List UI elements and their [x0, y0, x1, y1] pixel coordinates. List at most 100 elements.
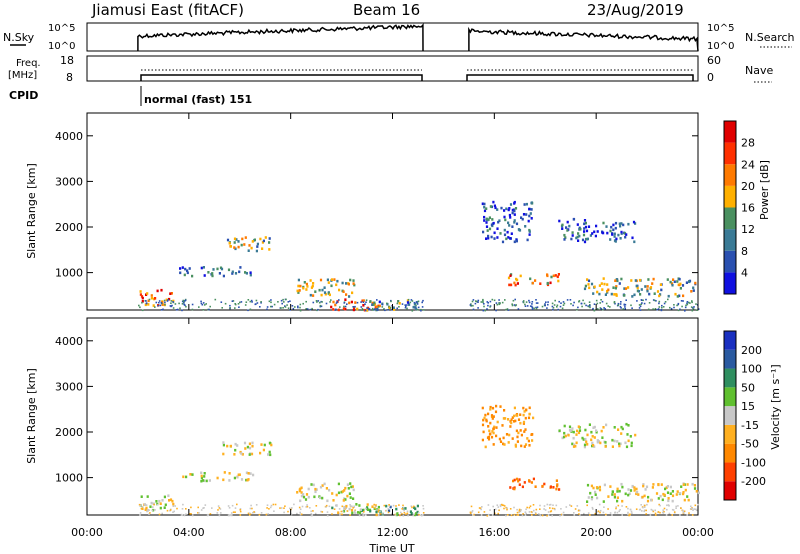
scatter-cell-8	[585, 229, 589, 233]
scatter-cell-2	[237, 245, 240, 249]
ground-speckle	[535, 513, 537, 515]
scatter-cell-8	[600, 429, 603, 433]
scatter-cell-5	[414, 306, 417, 309]
ground-speckle	[365, 299, 368, 301]
ground-speckle	[517, 514, 519, 516]
ground-speckle	[483, 303, 485, 305]
scatter-cell-6	[523, 445, 526, 448]
ground-speckle	[677, 505, 679, 507]
ground-speckle	[486, 301, 489, 303]
scatter-cell-9	[598, 292, 601, 296]
ground-speckle	[600, 308, 602, 310]
ground-speckle	[501, 301, 504, 304]
scatter-cell-9	[693, 487, 697, 490]
ground-speckle	[479, 507, 482, 509]
ground-speckle	[491, 298, 494, 301]
ground-speckle	[559, 305, 562, 308]
ground-speckle	[157, 304, 159, 307]
scatter-cell-3	[324, 292, 327, 296]
scatter-cell-6	[507, 441, 510, 444]
ground-speckle	[691, 307, 694, 309]
scatter-cell-2	[226, 238, 230, 242]
ground-speckle	[482, 298, 484, 301]
ground-speckle	[325, 302, 328, 305]
ground-speckle	[615, 506, 617, 508]
ground-speckle	[395, 505, 397, 507]
scatter-cell-3	[318, 288, 321, 292]
scatter-cell-4	[348, 507, 351, 511]
ground-speckle	[646, 503, 648, 506]
scatter-cell-6	[490, 223, 493, 227]
scatter-cell-3	[312, 483, 315, 487]
scatter-cell-6	[511, 208, 514, 212]
scatter-cell-8	[563, 435, 566, 439]
ground-speckle	[417, 309, 419, 311]
scatter-cell-6	[513, 200, 516, 204]
ground-speckle	[205, 303, 207, 305]
scatter-cell-3	[297, 284, 300, 288]
ground-speckle	[178, 302, 180, 305]
ground-speckle	[662, 306, 665, 308]
ground-speckle	[597, 510, 600, 512]
ground-speckle	[480, 301, 483, 303]
ground-speckle	[477, 301, 479, 303]
ground-speckle	[299, 513, 302, 516]
ground-speckle	[636, 300, 638, 302]
ground-speckle	[216, 512, 219, 514]
scatter-cell-1	[216, 476, 219, 480]
scatter-cell-8	[625, 445, 629, 449]
scatter-cell-3	[311, 284, 314, 288]
scatter-cell-8	[590, 438, 593, 442]
scatter-cell-9	[595, 486, 599, 489]
scatter-cell-6	[484, 413, 487, 417]
velocity-colorbar-tick: 50	[741, 381, 755, 394]
scatter-cell-3	[314, 487, 317, 491]
scatter-cell-3	[342, 499, 345, 502]
scatter-cell-2	[263, 443, 266, 447]
ground-speckle	[412, 514, 414, 517]
ground-speckle	[384, 309, 386, 312]
scatter-cell-7	[517, 479, 520, 483]
scatter-cell-8	[575, 441, 578, 445]
ground-speckle	[366, 307, 368, 309]
ground-speckle	[603, 506, 605, 508]
scatter-cell-6	[498, 219, 501, 222]
freq-label-2: [MHz]	[8, 70, 37, 81]
scatter-cell-3	[319, 496, 322, 500]
ground-speckle	[364, 309, 367, 312]
ground-speckle	[183, 514, 186, 517]
ground-speckle	[690, 505, 692, 508]
scatter-cell-6	[507, 208, 510, 212]
ground-speckle	[234, 511, 236, 513]
scatter-cell-4	[375, 305, 378, 308]
ground-speckle	[229, 514, 232, 516]
ground-speckle	[411, 506, 413, 509]
scatter-cell-6	[494, 410, 498, 414]
ground-speckle	[679, 308, 681, 311]
ground-speckle	[405, 513, 407, 515]
scatter-cell-1	[205, 479, 208, 483]
ground-speckle	[671, 508, 674, 511]
ground-speckle	[296, 512, 298, 515]
ground-speckle	[260, 301, 262, 303]
scatter-cell-9	[660, 288, 663, 292]
ground-speckle	[684, 306, 687, 309]
scatter-cell-2	[255, 249, 258, 253]
scatter-cell-0	[165, 298, 168, 302]
scatter-cell-2	[269, 453, 272, 457]
ground-speckle	[641, 510, 643, 512]
ground-speckle	[655, 300, 657, 302]
scatter-cell-9	[616, 499, 619, 503]
scatter-cell-8	[592, 444, 595, 447]
scatter-cell-2	[244, 447, 247, 450]
scatter-cell-2	[256, 242, 259, 246]
ground-speckle	[528, 299, 530, 302]
scatter-cell-8	[625, 422, 628, 426]
ground-speckle	[299, 511, 301, 514]
ground-speckle	[325, 504, 328, 507]
ground-speckle	[300, 513, 303, 516]
scatter-cell-6	[493, 425, 496, 429]
ground-speckle	[219, 508, 222, 510]
scatter-cell-9	[590, 484, 593, 488]
ground-speckle	[407, 514, 409, 517]
